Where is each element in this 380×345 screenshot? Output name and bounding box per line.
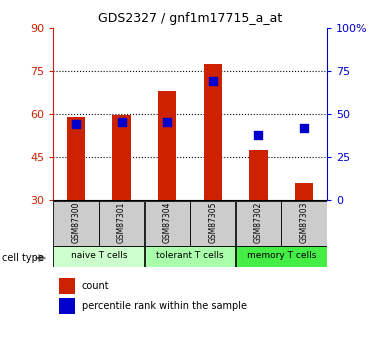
Text: GSM87302: GSM87302	[254, 202, 263, 243]
Point	[164, 120, 170, 125]
Text: memory T cells: memory T cells	[247, 251, 316, 260]
FancyBboxPatch shape	[282, 200, 326, 246]
FancyBboxPatch shape	[99, 200, 144, 246]
Text: GSM87303: GSM87303	[299, 202, 309, 243]
Point	[73, 121, 79, 127]
Title: GDS2327 / gnf1m17715_a_at: GDS2327 / gnf1m17715_a_at	[98, 12, 282, 25]
Text: percentile rank within the sample: percentile rank within the sample	[82, 301, 247, 311]
Bar	[249, 150, 268, 200]
Point	[301, 125, 307, 130]
FancyBboxPatch shape	[54, 200, 98, 246]
Text: GSM87304: GSM87304	[163, 202, 172, 243]
FancyBboxPatch shape	[145, 246, 235, 267]
Bar	[158, 91, 176, 200]
Text: cell type: cell type	[2, 253, 44, 263]
Text: GSM87305: GSM87305	[208, 202, 217, 243]
Text: count: count	[82, 281, 109, 291]
Bar	[112, 115, 131, 200]
FancyBboxPatch shape	[59, 298, 75, 314]
FancyBboxPatch shape	[59, 278, 75, 294]
Point	[255, 132, 261, 137]
Text: naive T cells: naive T cells	[71, 251, 127, 260]
Bar	[295, 183, 313, 200]
Point	[210, 78, 216, 84]
Bar	[67, 117, 85, 200]
FancyBboxPatch shape	[145, 200, 190, 246]
FancyBboxPatch shape	[54, 246, 144, 267]
Text: tolerant T cells: tolerant T cells	[156, 251, 224, 260]
Text: GSM87300: GSM87300	[71, 202, 81, 243]
FancyBboxPatch shape	[190, 200, 235, 246]
Bar	[204, 63, 222, 200]
FancyBboxPatch shape	[236, 246, 326, 267]
FancyBboxPatch shape	[236, 200, 281, 246]
Text: GSM87301: GSM87301	[117, 202, 126, 243]
Point	[119, 120, 125, 125]
